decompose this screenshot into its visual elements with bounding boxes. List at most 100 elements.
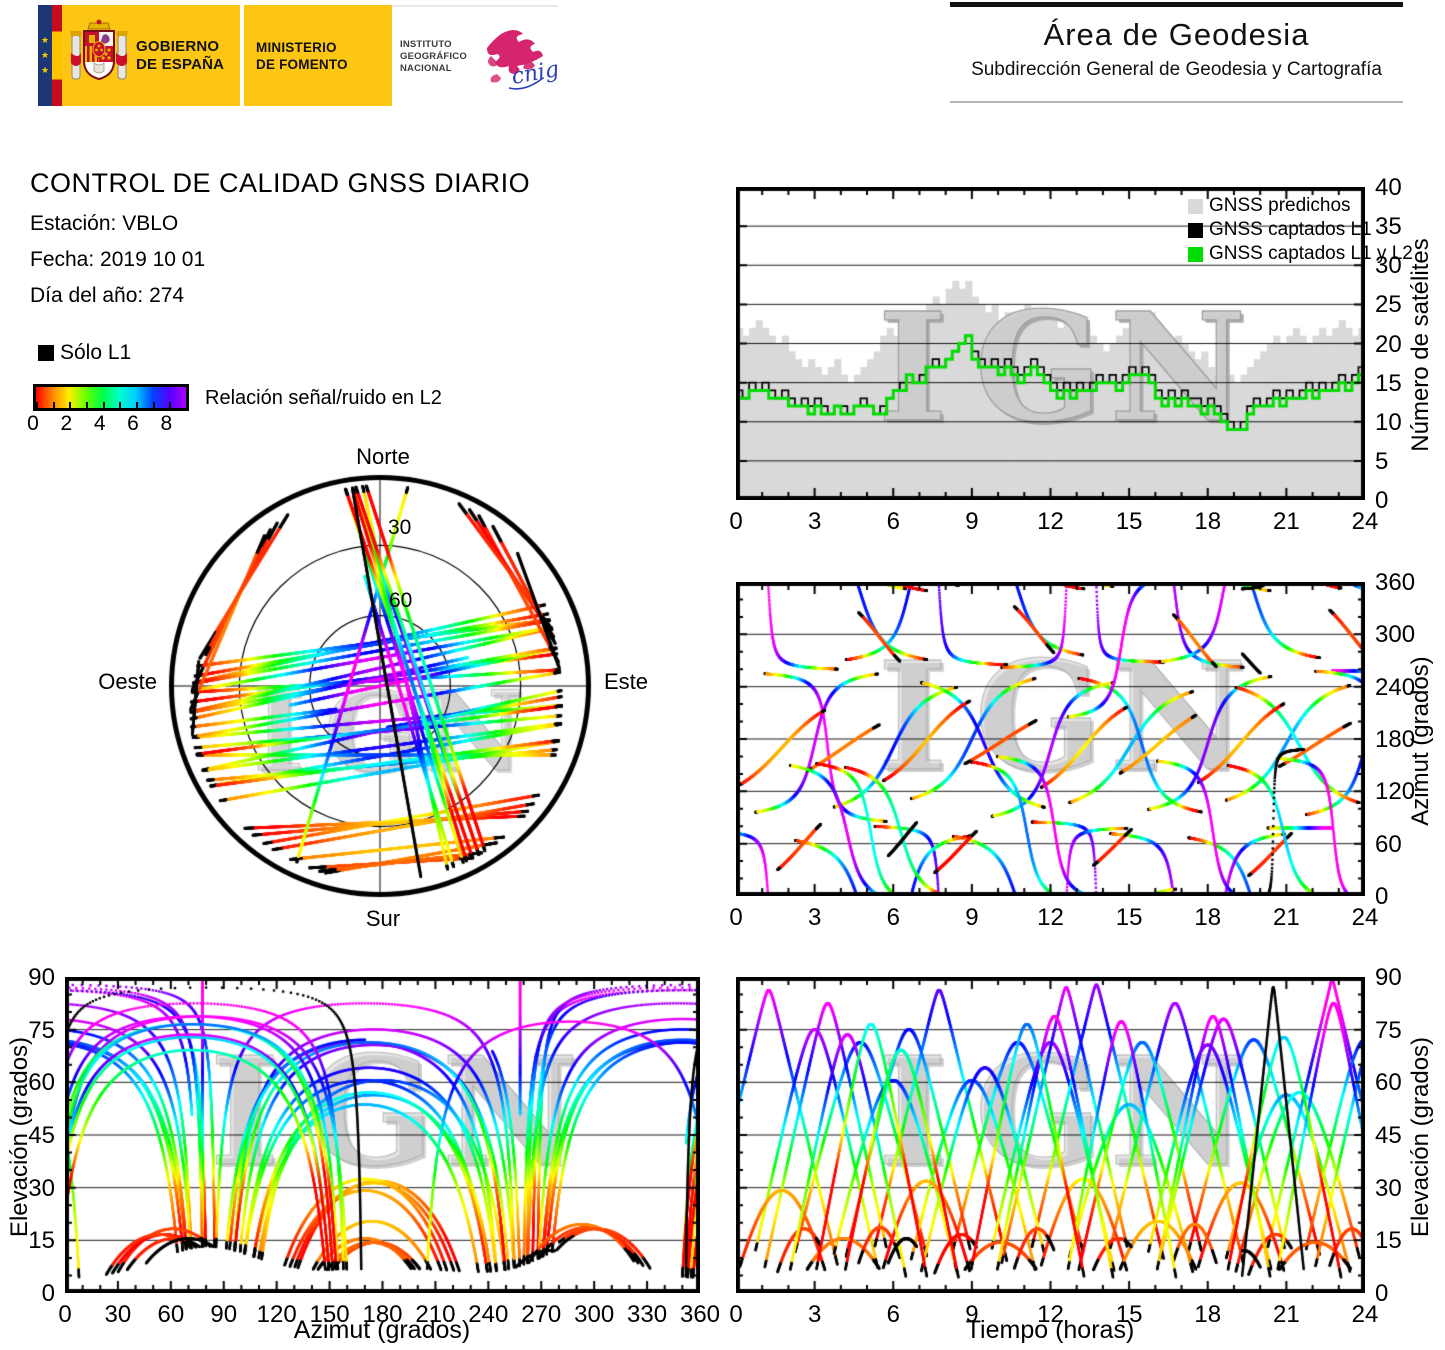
y-tick-label: 120: [1375, 778, 1416, 806]
x-tick-label: 3: [807, 508, 822, 535]
y-tick-label: 15: [1375, 1227, 1402, 1255]
y-tick-label: 75: [28, 1016, 55, 1044]
satellite-count-chart-canvas: [736, 187, 1365, 500]
x-tick-label: 6: [886, 1301, 900, 1328]
y-tick-label: 90: [1375, 964, 1402, 991]
x-tick-label: 0: [58, 1301, 72, 1328]
azimuth-time-chart-canvas: [736, 582, 1365, 896]
x-tick-label: 3: [807, 904, 822, 931]
solo-l1-legend: Sólo L1: [38, 341, 131, 365]
area-header-underline: [950, 101, 1403, 103]
ylabel-num-satelites: Número de satélites: [1407, 238, 1434, 452]
legend-row: GNSS captados L1: [1188, 218, 1413, 242]
y-tick-label: 10: [1375, 408, 1402, 436]
y-tick-label: 90: [28, 964, 55, 991]
x-tick-label: 21: [1273, 1301, 1300, 1328]
y-tick-label: 30: [28, 1174, 55, 1202]
y-tick-label: 30: [1375, 1174, 1402, 1202]
gobierno-label: GOBIERNO DE ESPAÑA: [136, 37, 225, 73]
area-header: Área de Geodesia Subdirección General de…: [950, 2, 1403, 81]
y-tick-label: 25: [1375, 291, 1402, 319]
colorbar-tick-label: 8: [160, 412, 173, 435]
y-tick-label: 60: [1375, 830, 1402, 858]
ministerio-block: MINISTERIO DE FOMENTO: [244, 5, 392, 106]
y-tick-label: 0: [1375, 1280, 1389, 1307]
x-tick-label: 9: [965, 1301, 979, 1328]
colorbar-tick-label: 2: [60, 412, 73, 435]
colorbar-tick: [152, 402, 155, 408]
doy-line: Día del año: 274: [30, 284, 185, 307]
instituto-geografico-block: INSTITUTO GEOGRÁFICO NACIONAL cnig: [392, 5, 558, 106]
x-tick-label: 300: [574, 1301, 615, 1328]
spain-flag-stripe: [52, 5, 62, 106]
x-tick-label: 0: [729, 904, 743, 931]
x-tick-label: 3: [807, 1301, 822, 1328]
eu-flag-stripe: ★ ★ ★: [38, 5, 52, 106]
instituto-label: INSTITUTO GEOGRÁFICO NACIONAL: [400, 38, 467, 74]
y-tick-label: 60: [28, 1069, 55, 1097]
x-tick-label: 360: [679, 1301, 721, 1328]
x-tick-label: 30: [104, 1301, 132, 1328]
x-tick-label: 24: [1351, 508, 1379, 535]
black-square-swatch: [38, 345, 54, 361]
x-tick-label: 0: [729, 508, 743, 535]
xlabel-tiempo: Tiempo (horas): [965, 1316, 1135, 1344]
x-tick-label: 12: [1037, 904, 1064, 931]
x-tick-label: 12: [1037, 508, 1064, 535]
x-tick-label: 18: [1194, 904, 1222, 931]
x-tick-label: 270: [521, 1301, 562, 1328]
star-icon: ★: [40, 50, 50, 60]
x-tick-label: 6: [886, 508, 900, 535]
legend-label: GNSS captados L1 y L2: [1209, 243, 1413, 264]
area-subtitle: Subdirección General de Geodesia y Carto…: [971, 59, 1382, 80]
x-tick-label: 15: [1115, 904, 1143, 931]
x-tick-label: 15: [1115, 508, 1143, 535]
skyplot-north-label: Norte: [356, 444, 410, 469]
satellite-count-legend: GNSS predichos GNSS captados L1 GNSS capta…: [1188, 194, 1413, 266]
x-tick-label: 120: [256, 1301, 297, 1328]
legend-swatch: [1188, 246, 1203, 262]
y-tick-label: 0: [1375, 487, 1389, 514]
station-line: Estación: VBLO: [30, 212, 179, 235]
cnig-logo: cnig: [486, 29, 557, 89]
gobierno-block: GOBIERNO DE ESPAÑA: [62, 5, 240, 106]
skyplot-ring30-label: 30: [388, 516, 412, 539]
xlabel-azimut: Azimut (grados): [293, 1316, 471, 1344]
x-tick-label: 60: [157, 1301, 185, 1328]
x-tick-label: 0: [729, 1301, 743, 1328]
y-tick-label: 15: [28, 1227, 55, 1255]
y-tick-label: 0: [1375, 883, 1389, 910]
star-icon: ★: [40, 65, 50, 75]
snr-colorbar: [33, 384, 189, 411]
x-tick-label: 24: [1351, 904, 1379, 931]
x-tick-label: 180: [362, 1301, 403, 1328]
colorbar-tick-label: 0: [27, 412, 39, 435]
report-title: CONTROL DE CALIDAD GNSS DIARIO: [30, 168, 531, 198]
legend-row: GNSS captados L1 y L2: [1188, 242, 1413, 266]
y-tick-label: 45: [1375, 1122, 1402, 1149]
legend-swatch: [1188, 222, 1203, 238]
skyplot-east-label: Este: [604, 669, 649, 694]
y-tick-label: 300: [1375, 621, 1416, 649]
y-tick-label: 0: [41, 1280, 55, 1307]
x-tick-label: 240: [468, 1301, 509, 1328]
x-tick-label: 18: [1194, 508, 1222, 535]
x-tick-label: 21: [1273, 904, 1300, 931]
colorbar-tick: [69, 402, 72, 408]
y-tick-label: 20: [1375, 330, 1402, 358]
y-tick-label: 60: [1375, 1069, 1402, 1097]
skyplot-west-label: Oeste: [98, 669, 157, 694]
skyplot-ring60-label: 60: [389, 589, 413, 612]
legend-swatch: [1188, 198, 1203, 214]
y-tick-label: 35: [1375, 213, 1402, 241]
x-tick-label: 9: [965, 904, 979, 931]
y-tick-label: 45: [28, 1122, 55, 1149]
x-tick-label: 90: [210, 1301, 238, 1328]
y-tick-label: 180: [1375, 726, 1416, 753]
x-tick-label: 210: [415, 1301, 456, 1328]
elevation-azimuth-chart-canvas: [65, 977, 700, 1293]
y-tick-label: 360: [1375, 569, 1416, 596]
snr-colorbar-caption: Relación señal/ruido en L2: [205, 387, 442, 409]
colorbar-tick: [136, 402, 138, 408]
